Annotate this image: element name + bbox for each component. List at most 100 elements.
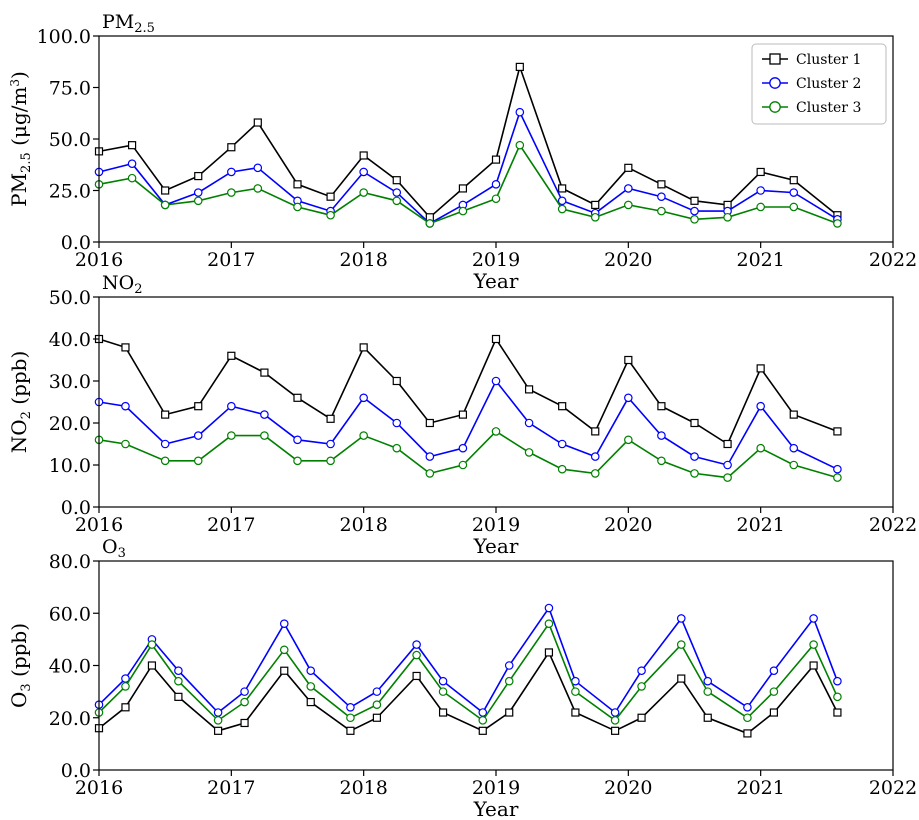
no2-ytick-label: 10.0 <box>49 455 91 477</box>
o3-point <box>306 697 315 707</box>
legend-marker <box>769 53 781 65</box>
no2-xtick-label: 2019 <box>472 514 520 536</box>
pm25-xtick-label: 2021 <box>736 249 784 271</box>
no2-point <box>326 414 335 423</box>
pm25-point <box>690 196 699 205</box>
no2-point <box>193 456 203 466</box>
o3-point <box>478 708 488 717</box>
no2-point <box>458 460 468 470</box>
no2-point <box>624 393 633 403</box>
legend-entry-cluster-1: Cluster 1 <box>796 52 861 68</box>
o3-panel-title: O3 <box>102 536 126 561</box>
no2-point <box>227 351 236 360</box>
pm25-point <box>392 176 401 185</box>
no2-point <box>833 473 842 482</box>
no2-point <box>425 469 435 478</box>
o3-plot-frame <box>98 560 894 771</box>
no2-point <box>458 410 468 419</box>
pm25-point <box>253 184 263 193</box>
pm25-line-cluster-1 <box>98 64 838 219</box>
legend-entry-cluster-3: Cluster 3 <box>796 100 861 116</box>
o3-point <box>544 648 554 657</box>
no2-ytick-label: 20.0 <box>49 413 91 435</box>
pm25-point <box>491 180 501 189</box>
o3-point <box>174 676 183 686</box>
no2-ytick-label: 30.0 <box>49 371 91 393</box>
pm25-ytick-label: 0.0 <box>61 232 91 254</box>
pm25-point <box>127 159 137 169</box>
pm25-point <box>253 118 262 127</box>
pm25-point <box>293 180 302 189</box>
o3-point <box>676 614 686 623</box>
o3-point <box>703 713 712 722</box>
pm25-point <box>789 176 798 185</box>
pm25-point <box>756 202 765 212</box>
no2-point <box>260 410 269 419</box>
no2-point <box>590 452 600 461</box>
o3-point <box>809 640 818 649</box>
pm25-point <box>458 184 468 193</box>
pm25-point <box>127 173 137 183</box>
o3-point <box>833 692 842 702</box>
pm25-series-cluster-3 <box>94 140 842 228</box>
o3-point <box>637 682 646 691</box>
o3-point <box>833 708 842 717</box>
no2-point <box>121 343 130 352</box>
pm25-point <box>161 186 170 195</box>
o3-point <box>544 603 554 613</box>
pm25-point <box>690 215 699 224</box>
no2-point <box>160 439 170 449</box>
no2-panel: 2016 2017 2018 2019 2020 2021 2022 0.0 10.0 20.0 3… <box>7 272 917 558</box>
no2-point <box>590 469 600 478</box>
pm25-point <box>590 212 600 222</box>
no2-point <box>260 368 269 377</box>
pm25-point <box>326 192 335 201</box>
o3-panel: 2016 2017 2018 2019 2020 2021 2022 0.0 20.0 40.0 6… <box>7 536 917 820</box>
o3-line-cluster-2 <box>98 606 839 714</box>
o3-point <box>121 682 130 691</box>
o3-point <box>121 703 130 712</box>
o3-point <box>213 708 223 717</box>
o3-point <box>677 674 686 683</box>
pm25-x-axis-label: Year <box>473 269 519 293</box>
no2-ytick-label: 0.0 <box>61 497 91 519</box>
no2-line-cluster-2 <box>98 379 838 470</box>
pm25-ytick-label: 50.0 <box>49 129 91 151</box>
o3-point <box>833 676 842 686</box>
o3-line-cluster-1 <box>98 650 839 735</box>
o3-point <box>637 713 646 722</box>
no2-point <box>657 456 666 466</box>
legend: Cluster 1 Cluster 2 Cluster 3 <box>751 43 887 125</box>
no2-point <box>491 334 501 344</box>
no2-point <box>756 443 765 453</box>
o3-point <box>240 687 249 696</box>
pm25-point <box>491 194 501 204</box>
o3-point <box>478 726 487 735</box>
no2-point <box>392 443 402 453</box>
no2-point <box>524 448 534 457</box>
o3-point <box>438 676 448 686</box>
pm25-point <box>624 200 633 210</box>
o3-ytick-label: 0.0 <box>61 760 91 782</box>
pm25-ytick-label: 25.0 <box>49 181 91 203</box>
pm25-point <box>193 188 203 197</box>
o3-point <box>610 708 620 717</box>
o3-point <box>306 666 316 676</box>
pm25-point <box>515 107 525 117</box>
pm25-point <box>160 200 170 210</box>
pm25-point <box>194 171 203 181</box>
o3-point <box>769 687 779 696</box>
no2-panel-title: NO2 <box>102 272 142 297</box>
o3-point <box>809 614 818 623</box>
no2-point <box>723 473 732 482</box>
o3-line-cluster-3 <box>98 622 839 722</box>
no2-point <box>591 427 600 436</box>
o3-xtick-label: 2022 <box>869 777 917 799</box>
o3-point <box>809 661 818 670</box>
o3-ytick-label: 20.0 <box>49 708 91 730</box>
pm25-xtick-label: 2022 <box>869 249 917 271</box>
o3-point <box>571 708 580 717</box>
pm25-point <box>756 167 765 177</box>
no2-point <box>425 452 435 461</box>
legend-entry-cluster-2: Cluster 2 <box>796 76 861 92</box>
